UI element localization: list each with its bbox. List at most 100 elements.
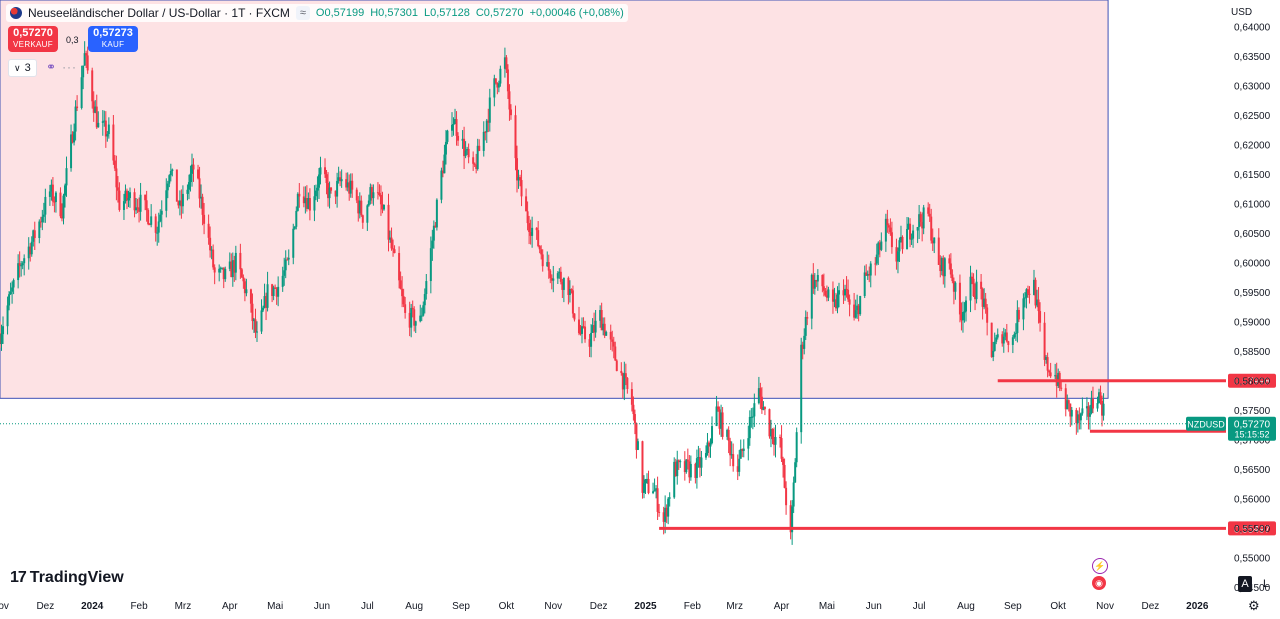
candle-body[interactable]	[104, 120, 107, 137]
candle-body[interactable]	[996, 334, 999, 338]
candle-body[interactable]	[272, 287, 275, 296]
candle-body[interactable]	[561, 281, 564, 290]
candle-body[interactable]	[863, 272, 866, 296]
candle-body[interactable]	[588, 339, 591, 347]
candle-body[interactable]	[706, 442, 709, 454]
candle-body[interactable]	[506, 69, 509, 92]
candle-body[interactable]	[810, 274, 813, 319]
candle-body[interactable]	[626, 377, 629, 390]
candle-body[interactable]	[921, 221, 924, 229]
candle-body[interactable]	[336, 180, 339, 197]
candle-body[interactable]	[457, 135, 460, 141]
sell-button[interactable]: 0,57270 VERKAUF	[8, 26, 58, 52]
candle-body[interactable]	[952, 281, 955, 292]
candle-body[interactable]	[62, 195, 65, 219]
candle-body[interactable]	[948, 258, 951, 264]
candle-body[interactable]	[265, 296, 268, 308]
candle-body[interactable]	[1026, 289, 1029, 294]
candle-body[interactable]	[647, 478, 650, 494]
candle-body[interactable]	[535, 227, 538, 231]
candle-body[interactable]	[262, 307, 265, 311]
candle-body[interactable]	[570, 289, 573, 291]
candle-body[interactable]	[567, 277, 570, 295]
candle-body[interactable]	[559, 271, 562, 282]
candle-body[interactable]	[1099, 392, 1102, 401]
candle-body[interactable]	[747, 438, 750, 449]
candle-body[interactable]	[568, 289, 571, 295]
candle-body[interactable]	[641, 441, 644, 493]
candle-body[interactable]	[496, 82, 499, 88]
candle-body[interactable]	[721, 412, 724, 437]
candle-body[interactable]	[668, 497, 671, 499]
candle-body[interactable]	[103, 120, 106, 122]
candle-body[interactable]	[753, 403, 756, 417]
candle-body[interactable]	[698, 457, 701, 468]
candle-body[interactable]	[571, 290, 574, 314]
candle-body[interactable]	[1048, 370, 1051, 373]
candle-body[interactable]	[679, 461, 682, 463]
candle-body[interactable]	[834, 299, 837, 309]
candle-body[interactable]	[738, 458, 741, 472]
candle-body[interactable]	[676, 460, 679, 477]
candle-body[interactable]	[379, 194, 382, 205]
candle-body[interactable]	[1014, 333, 1017, 335]
candle-body[interactable]	[519, 177, 522, 181]
candle-body[interactable]	[284, 259, 287, 271]
candle-body[interactable]	[591, 325, 594, 333]
candle-body[interactable]	[889, 227, 892, 233]
candle-body[interactable]	[135, 207, 138, 211]
candle-body[interactable]	[1101, 400, 1104, 416]
candle-body[interactable]	[357, 200, 360, 214]
candle-body[interactable]	[254, 319, 257, 333]
candle-body[interactable]	[517, 177, 520, 181]
candle-body[interactable]	[1064, 388, 1067, 410]
candle-body[interactable]	[129, 192, 132, 199]
candle-body[interactable]	[954, 282, 957, 292]
candle-body[interactable]	[476, 145, 479, 169]
candle-body[interactable]	[847, 289, 850, 300]
candle-body[interactable]	[221, 267, 224, 269]
candle-body[interactable]	[327, 183, 330, 199]
candle-body[interactable]	[741, 449, 744, 451]
candle-body[interactable]	[425, 281, 428, 295]
candle-body[interactable]	[74, 106, 77, 132]
candle-body[interactable]	[831, 289, 834, 302]
candle-body[interactable]	[1079, 413, 1082, 421]
candle-body[interactable]	[178, 200, 181, 206]
candle-body[interactable]	[550, 277, 553, 281]
candle-body[interactable]	[909, 223, 912, 240]
candle-body[interactable]	[833, 299, 836, 302]
candle-body[interactable]	[960, 314, 963, 321]
candle-body[interactable]	[287, 257, 290, 260]
candle-body[interactable]	[64, 185, 67, 196]
candle-body[interactable]	[304, 198, 307, 204]
candle-body[interactable]	[165, 190, 168, 211]
candle-body[interactable]	[305, 198, 308, 209]
candle-body[interactable]	[464, 150, 467, 157]
candle-body[interactable]	[730, 454, 733, 456]
candle-body[interactable]	[432, 225, 435, 241]
candle-body[interactable]	[865, 272, 868, 276]
candle-body[interactable]	[503, 57, 506, 69]
candle-body[interactable]	[514, 115, 517, 159]
candle-body[interactable]	[845, 288, 848, 290]
candle-body[interactable]	[927, 207, 930, 214]
candle-body[interactable]	[263, 296, 266, 308]
candle-body[interactable]	[242, 277, 245, 282]
candle-body[interactable]	[653, 490, 656, 492]
candle-body[interactable]	[369, 187, 372, 201]
candle-body[interactable]	[878, 242, 881, 250]
candle-body[interactable]	[718, 409, 721, 429]
candle-body[interactable]	[621, 373, 624, 390]
candle-body[interactable]	[150, 216, 153, 225]
candle-body[interactable]	[139, 194, 142, 212]
candle-body[interactable]	[736, 466, 739, 472]
candle-body[interactable]	[334, 190, 337, 197]
candle-body[interactable]	[296, 193, 299, 211]
candle-body[interactable]	[497, 83, 500, 88]
candle-body[interactable]	[842, 290, 845, 296]
candle-body[interactable]	[1067, 400, 1070, 404]
candle-body[interactable]	[243, 281, 246, 294]
log-scale-button[interactable]: L	[1262, 578, 1270, 590]
candle-body[interactable]	[112, 124, 115, 161]
